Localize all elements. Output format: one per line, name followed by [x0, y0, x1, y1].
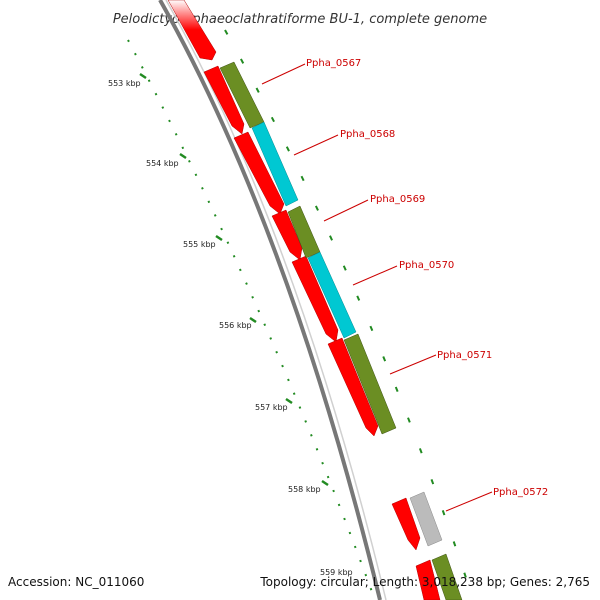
tick-label-558: 558 kbp — [288, 485, 321, 494]
gene-label-ppha-0567[interactable]: Ppha_0567 — [306, 58, 361, 69]
gene-label-ppha-0572[interactable]: Ppha_0572 — [493, 487, 548, 498]
grey-feature — [409, 491, 443, 547]
tick-label-559: 559 kbp — [320, 568, 353, 577]
gene-label-ppha-0570[interactable]: Ppha_0570 — [399, 260, 454, 271]
cds-feature — [203, 65, 245, 135]
feature-track — [219, 61, 463, 600]
cds-feature — [327, 337, 379, 437]
cyan-feature — [307, 251, 357, 339]
cyan-feature — [251, 121, 299, 207]
tick-label-555: 555 kbp — [183, 240, 216, 249]
gene-leaders — [261, 63, 493, 512]
cds-track — [167, 0, 441, 600]
major-ticks — [139, 72, 329, 487]
genome-backbone — [158, 0, 382, 600]
tick-label-557: 557 kbp — [255, 403, 288, 412]
gene-label-ppha-0569[interactable]: Ppha_0569 — [370, 194, 425, 205]
cds-feature — [291, 255, 339, 343]
genome-title: Pelodictyon phaeoclathratiforme BU-1, co… — [113, 12, 487, 27]
tick-label-554: 554 kbp — [146, 159, 179, 168]
olive-feature — [343, 333, 397, 435]
cds-feature — [233, 131, 285, 215]
cds-feature — [167, 0, 217, 61]
cds-feature — [415, 559, 441, 600]
gene-label-ppha-0568[interactable]: Ppha_0568 — [340, 129, 395, 140]
genome-backbone-highlight — [165, 0, 387, 600]
tick-ring-outer — [224, 29, 471, 591]
genome-summary-text: Topology: circular; Length: 3,018,238 bp… — [259, 575, 590, 589]
cds-feature — [391, 497, 421, 551]
cds-feature — [271, 209, 303, 261]
accession-text: Accession: NC_011060 — [8, 575, 144, 589]
gene-label-ppha-0571[interactable]: Ppha_0571 — [437, 350, 492, 361]
tick-label-553: 553 kbp — [108, 79, 141, 88]
tick-label-556: 556 kbp — [219, 321, 252, 330]
olive-feature — [431, 553, 463, 600]
